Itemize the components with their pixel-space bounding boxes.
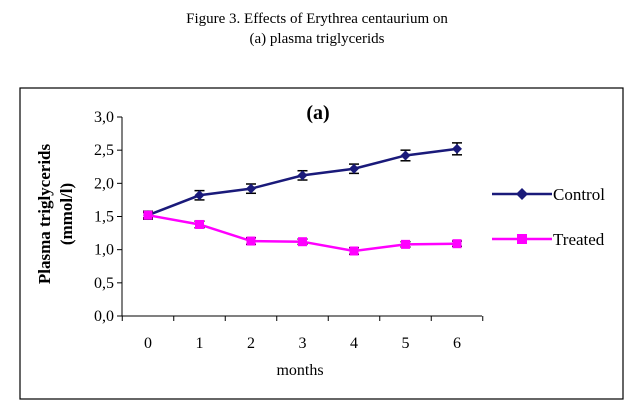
series-layer (143, 142, 462, 256)
legend-marker-control (516, 188, 528, 200)
y-ticks: 0,0 0,5 1,0 1,5 2,0 2,5 3,0 (94, 109, 122, 325)
data-point-control (452, 143, 462, 154)
chart-frame (19, 87, 624, 400)
x-ticks: 0 1 2 3 4 5 6 (121, 316, 484, 352)
x-tick-label: 6 (453, 335, 461, 352)
legend-label-control: Control (553, 185, 605, 204)
x-axis-label: months (276, 362, 323, 379)
x-tick-label: 2 (247, 335, 255, 352)
chart-title: (a) (306, 102, 329, 124)
x-tick-label: 3 (299, 335, 307, 352)
y-tick-label: 2,0 (94, 175, 114, 192)
figure-caption-line2: (a) plasma triglycerids (249, 31, 385, 47)
y-axis-label-line2: (mmol/l) (57, 183, 76, 245)
legend: Control Treated (492, 185, 605, 249)
legend-label-treated: Treated (553, 230, 605, 249)
y-axis-label-line1: Plasma triglycerids (35, 144, 54, 285)
series-line-control (147, 147, 458, 217)
data-point-treated (195, 219, 204, 229)
x-tick-label: 5 (402, 335, 410, 352)
legend-marker-treated (517, 234, 527, 244)
y-tick-label: 0,0 (94, 308, 114, 325)
data-point-control (349, 163, 359, 174)
data-point-treated (401, 239, 410, 249)
y-tick-label: 3,0 (94, 109, 114, 126)
y-tick-label: 2,5 (94, 142, 114, 159)
data-point-control (297, 170, 308, 181)
x-tick-label: 0 (144, 335, 152, 352)
data-point-control (246, 183, 256, 194)
data-point-treated (246, 236, 256, 246)
x-tick-label: 1 (196, 335, 204, 352)
data-point-control (400, 150, 411, 161)
data-point-treated (349, 246, 359, 256)
x-tick-label: 4 (350, 335, 358, 352)
y-tick-label: 1,0 (94, 242, 114, 259)
data-point-treated (143, 210, 153, 220)
y-axis-label-group-2: (mmol/l) (57, 183, 76, 245)
data-point-treated (452, 239, 462, 249)
series-treated (143, 210, 462, 256)
y-tick-label: 1,5 (94, 209, 114, 226)
data-point-control (194, 190, 205, 201)
figure-caption-line1: Figure 3. Effects of Erythrea centaurium… (186, 11, 448, 27)
series-control (143, 142, 462, 221)
y-tick-label: 0,5 (94, 275, 114, 292)
data-point-treated (298, 237, 307, 247)
y-axis-label-group: Plasma triglycerids (35, 144, 54, 285)
